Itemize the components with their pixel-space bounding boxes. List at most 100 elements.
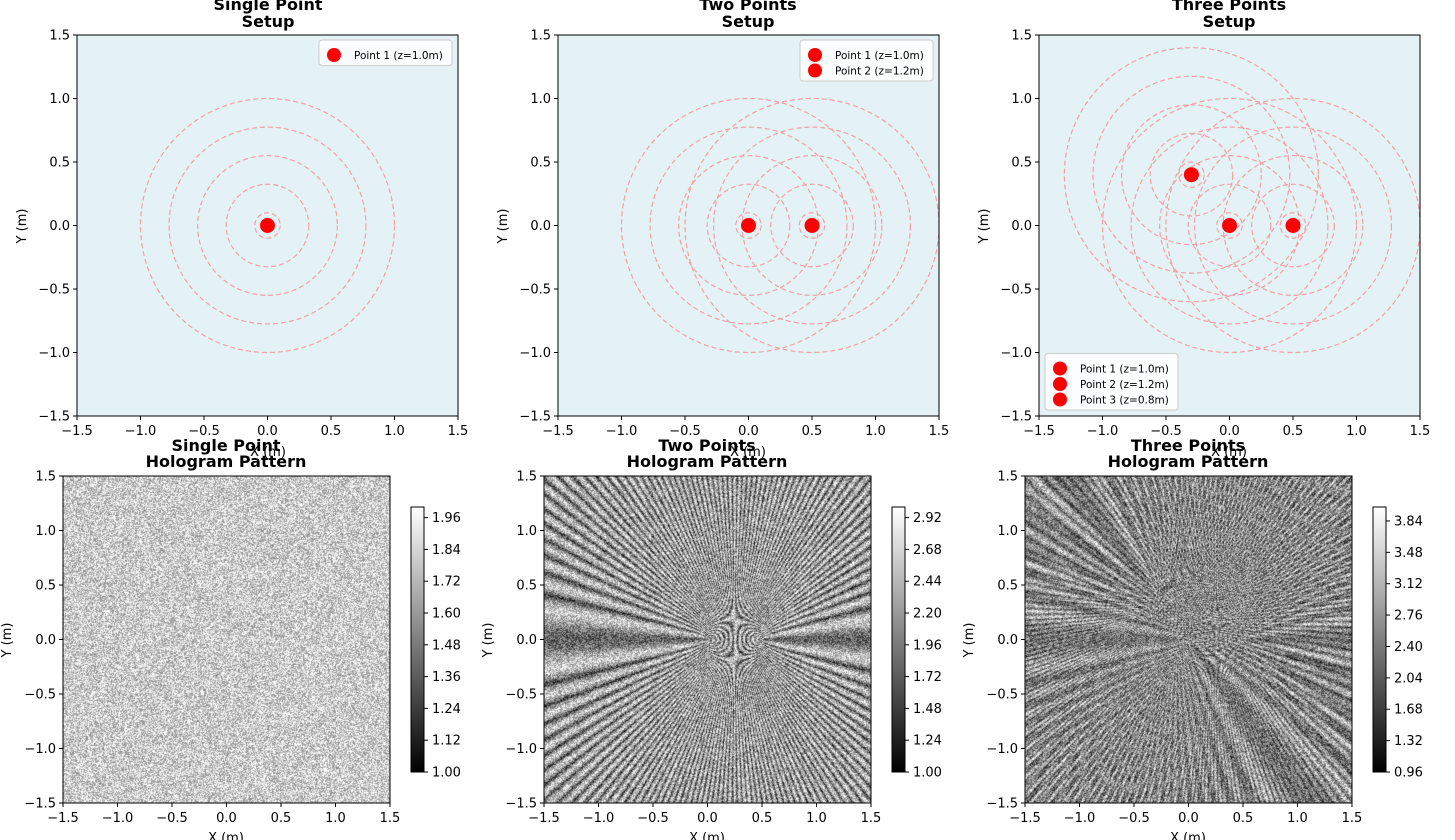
hologram-2-ytick-label: 0.0 (516, 633, 537, 648)
legend-box (1044, 353, 1179, 411)
hologram-3-plot: −1.5 −1.0 −0.5 0.0 0.5 1.0 1.5 −1.5 −1.0 −0.5 0.0 0… (986, 470, 1423, 827)
setup-2-ytick-label: 1.0 (530, 92, 551, 107)
panel-3-title-line2: Setup (1203, 12, 1256, 31)
wave-ring (1187, 183, 1272, 268)
colorbar-tick-label: 2.44 (913, 575, 942, 590)
setup-2-plot: −1.5 −1.0 −0.5 0.0 0.5 1.0 1.5 −1.5 −1.0 −0.5 0.0 0… (519, 29, 949, 440)
panel-6-title-line1: Three Points (1131, 436, 1245, 455)
setup-3-ytick-label: 1.0 (1011, 92, 1032, 107)
colorbar-tick-label: 1.00 (913, 766, 942, 781)
setup-1-xtick-label: 0.0 (257, 424, 278, 439)
hologram-2-heatmap-image (544, 476, 871, 803)
hologram-3-colorbar: 0.96 1.32 1.68 2.04 2.40 2.76 3.12 3.48 3.84 (1372, 506, 1423, 781)
colorbar-gradient-bar (1372, 506, 1387, 773)
hologram-2-ytick-label: −0.5 (505, 688, 537, 703)
panel-1-title-line1: Single Point (214, 0, 323, 14)
setup-3-ytick-label: −0.5 (1000, 283, 1032, 298)
hologram-3-ytick-label: 0.0 (997, 633, 1018, 648)
colorbar-tick-label: 1.32 (1394, 734, 1423, 749)
setup-3-xtick-label: −0.5 (1150, 424, 1182, 439)
panel-4-xlabel: X (m) (208, 831, 244, 840)
colorbar-tick-label: 3.84 (1394, 514, 1423, 529)
hologram-1-xtick-label: −0.5 (156, 811, 188, 826)
panel-4-ylabel: Y (m) (0, 623, 15, 659)
hologram-2-ytick-label: −1.5 (505, 797, 537, 812)
hologram-1-ytick-label: 1.5 (35, 470, 56, 485)
hologram-1-plot: −1.5 −1.0 −0.5 0.0 0.5 1.0 1.5 −1.5 −1.0 −0.5 0.0 0… (24, 470, 461, 827)
panel-4-title-line1: Single Point (172, 436, 281, 455)
plots: −1.5 −1.0 −0.5 0.0 0.5 1.0 1.5 −1.5 −1.0 −0.5 0.0 0… (24, 29, 1430, 827)
setup-1-xtick-label: 1.0 (384, 424, 405, 439)
colorbar-tick-label: 0.96 (1394, 766, 1423, 781)
hologram-2-ytick-label: 1.5 (516, 470, 537, 485)
colorbar-tick-label: 3.48 (1394, 546, 1423, 561)
colorbar-tick-label: 2.40 (1394, 640, 1423, 655)
hologram-2-xtick-label: 1.5 (861, 811, 882, 826)
hologram-1-xtick-label: 1.5 (380, 811, 401, 826)
legend-label: Point 1 (z=1.0m) (1080, 364, 1169, 376)
setup-2-ytick-label: −1.0 (519, 346, 551, 361)
point-2-marker (804, 218, 820, 233)
setup-2-ytick-label: 0.0 (530, 219, 551, 234)
hologram-2-xtick-label: 0.5 (752, 811, 773, 826)
titles: Single Point Setup Two Points Setup Thre… (146, 0, 1287, 471)
wave-ring (197, 155, 338, 296)
setup-2-ytick-label: −0.5 (519, 283, 551, 298)
panel-2-title-line1: Two Points (699, 0, 796, 14)
setup-3-ytick-label: −1.0 (1000, 346, 1032, 361)
colorbar-tick-label: 1.00 (432, 766, 461, 781)
panel-5-title-line1: Two Points (658, 436, 755, 455)
panel-5-ylabel: Y (m) (481, 623, 496, 659)
hologram-1-xtick-label: 1.0 (325, 811, 346, 826)
panel-6-title-line2: Hologram Pattern (1108, 452, 1269, 471)
hologram-3-heatmap-image (1025, 476, 1352, 803)
colorbar-tick-label: 1.36 (432, 670, 461, 685)
setup-1-xtick-label: −0.5 (188, 424, 220, 439)
colorbar-tick-label: 1.96 (432, 511, 461, 526)
setup-2-xtick-label: −0.5 (669, 424, 701, 439)
legend-label: Point 2 (z=1.2m) (835, 66, 924, 78)
setup-1-ytick-label: −1.0 (38, 346, 70, 361)
wave-ring (1120, 104, 1262, 246)
axis-labels: X (m) Y (m) X (m) Y (m) X (m) Y (m) X (m… (0, 209, 1247, 840)
setup-1-ytick-label: 1.5 (49, 29, 70, 44)
panel-1-xlabel: X (m) (250, 445, 286, 460)
setup-1-xtick-label: −1.0 (125, 424, 157, 439)
setup-2-xtick-label: 1.5 (929, 424, 950, 439)
panel-2-xlabel: X (m) (730, 445, 766, 460)
hologram-3-ytick-label: −1.0 (986, 742, 1018, 757)
hologram-1-ytick-label: −0.5 (24, 688, 56, 703)
wave-ring (1149, 132, 1234, 217)
wave-ring (1101, 97, 1358, 354)
setup-3-xtick-label: 0.5 (1283, 424, 1304, 439)
setup-3-ytick-label: 0.5 (1011, 156, 1032, 171)
colorbar-tick-label: 1.60 (432, 607, 461, 622)
setup-3-xtick-label: 1.0 (1346, 424, 1367, 439)
wave-ring (1130, 126, 1329, 325)
wave-ring (1092, 75, 1291, 274)
wave-ring (1279, 212, 1307, 239)
hologram-2-xtick-label: −0.5 (637, 811, 669, 826)
panel-3-xlabel: X (m) (1211, 445, 1247, 460)
setup-1-xtick-label: −1.5 (61, 424, 93, 439)
panel-5-title-line2: Hologram Pattern (627, 452, 788, 471)
setup-2-xtick-label: 1.0 (865, 424, 886, 439)
hologram-3-ytick-label: −0.5 (986, 688, 1018, 703)
setup-2-ytick-label: −1.5 (519, 410, 551, 425)
legend-label: Point 3 (z=0.8m) (1080, 395, 1169, 407)
panel-6-xlabel: X (m) (1170, 831, 1206, 840)
colorbar-tick-label: 2.92 (913, 511, 942, 526)
wave-ring (620, 97, 877, 354)
colorbar-tick-label: 1.48 (913, 702, 942, 717)
hologram-2-ytick-label: −1.0 (505, 742, 537, 757)
hologram-2-xtick-label: −1.0 (583, 811, 615, 826)
hologram-2-ytick-label: 1.0 (516, 524, 537, 539)
setup-3-xtick-label: −1.5 (1023, 424, 1055, 439)
setup-1-wave-rings (139, 97, 396, 354)
hologram-1-ytick-label: 0.5 (35, 579, 56, 594)
setup-1-ytick-label: 0.0 (49, 219, 70, 234)
setup-2-xtick-label: −1.0 (606, 424, 638, 439)
legend-marker (1053, 377, 1067, 391)
setup-2-ytick-label: 0.5 (530, 156, 551, 171)
hologram-3-xtick-label: 0.5 (1233, 811, 1254, 826)
